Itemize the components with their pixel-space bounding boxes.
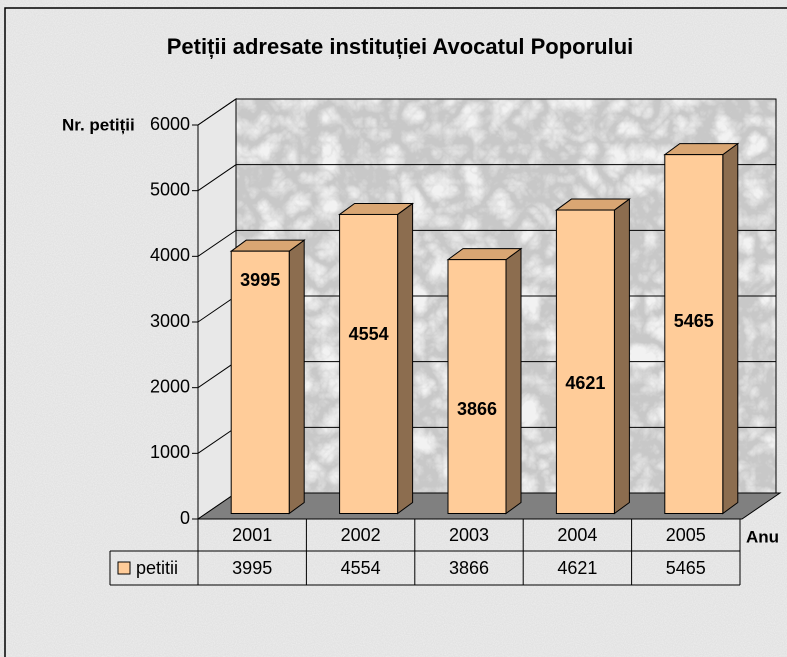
grid-line xyxy=(197,164,776,192)
y-tick-label: 2000 xyxy=(150,376,190,396)
x-tick-label: 2001 xyxy=(232,525,272,545)
x-axis-title: Anu xyxy=(746,527,779,546)
table-value: 4554 xyxy=(341,558,381,578)
x-tick-label: 2005 xyxy=(666,525,706,545)
bar-side xyxy=(288,239,305,515)
y-tick-label: 6000 xyxy=(150,114,190,134)
table-value: 3866 xyxy=(449,558,489,578)
x-tick-label: 2002 xyxy=(341,525,381,545)
bar xyxy=(230,250,290,515)
chart-title: Petiții adresate instituției Avocatul Po… xyxy=(167,34,634,59)
table-value: 3995 xyxy=(232,558,272,578)
data-label: 4554 xyxy=(349,324,389,344)
bar-side xyxy=(722,142,739,515)
grid-line xyxy=(197,98,776,126)
bar xyxy=(339,213,399,514)
y-tick-label: 3000 xyxy=(150,311,190,331)
bar-side xyxy=(505,247,522,515)
legend-label: petitii xyxy=(136,558,178,578)
bar-side xyxy=(613,198,630,515)
y-tick-label: 4000 xyxy=(150,245,190,265)
data-label: 4621 xyxy=(565,373,605,393)
bar xyxy=(447,259,507,514)
frame xyxy=(4,7,787,657)
data-label: 5465 xyxy=(674,311,714,331)
y-tick-label: 1000 xyxy=(150,442,190,462)
bar-side xyxy=(397,202,414,515)
legend-swatch xyxy=(117,561,131,575)
y-axis-title: Nr. petiții xyxy=(62,115,135,134)
x-tick-label: 2004 xyxy=(557,525,597,545)
y-tick-label: 0 xyxy=(180,508,190,528)
table-value: 5465 xyxy=(666,558,706,578)
bar xyxy=(664,154,724,515)
data-label: 3866 xyxy=(457,399,497,419)
data-label: 3995 xyxy=(240,270,280,290)
bar xyxy=(555,209,615,515)
x-tick-label: 2003 xyxy=(449,525,489,545)
table-value: 4621 xyxy=(557,558,597,578)
y-tick-label: 5000 xyxy=(150,179,190,199)
